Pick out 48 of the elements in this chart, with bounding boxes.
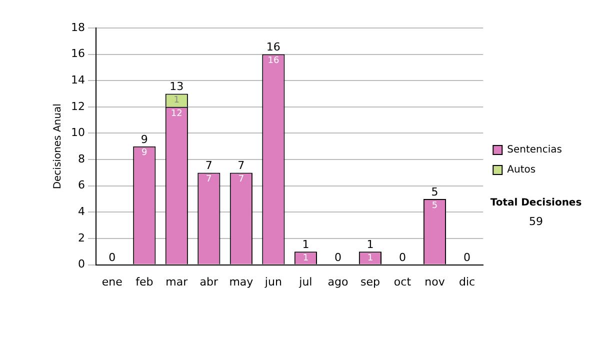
total-label: 7 [205, 159, 212, 172]
x-tick-label: ene [102, 275, 123, 288]
y-tick-label: 6 [78, 178, 85, 192]
data-label: 1 [367, 253, 374, 264]
data-label: 5 [432, 200, 438, 211]
text: 59 [529, 214, 543, 228]
y-tick-label: 8 [78, 152, 85, 166]
total-label: 0 [108, 251, 116, 264]
x-tick-label: oct [394, 275, 412, 288]
x-tick-label: dic [458, 275, 476, 288]
y-tick-label: 10 [70, 126, 85, 140]
total-label: 0 [398, 251, 406, 264]
x-tick-label: sep [360, 275, 380, 288]
data-label: 1 [302, 253, 309, 264]
y-tick-label: 12 [70, 100, 85, 113]
text: Total Decisiones [490, 198, 582, 209]
x-tick-label: ago [328, 275, 348, 288]
data-label: 12 [170, 108, 182, 119]
total-label: 1 [302, 238, 310, 252]
y-axis-title: Decisiones Anual [52, 104, 64, 190]
x-tick-label: nov [424, 275, 446, 288]
total-label: 16 [266, 40, 280, 54]
data-label: 1 [174, 96, 180, 106]
y-tick-label: 2 [78, 231, 85, 244]
x-tick-label: jun [264, 275, 282, 288]
total-label: 13 [170, 80, 184, 94]
y-tick-label: 18 [70, 20, 85, 34]
x-tick-label: feb [136, 275, 154, 288]
total-label: 7 [238, 159, 245, 172]
x-tick-label: mar [166, 275, 188, 288]
total-label: 9 [140, 132, 148, 146]
data-label: 7 [206, 174, 212, 185]
data-label: 16 [268, 56, 280, 66]
total-label: 5 [431, 185, 438, 198]
legend-label: Sentencias [507, 144, 562, 156]
total-label: 1 [366, 238, 374, 252]
x-tick-label: may [229, 275, 254, 288]
legend-label: Autos [507, 164, 536, 176]
x-tick-label: abr [200, 275, 219, 288]
y-tick-label: 4 [78, 205, 85, 218]
total-label: 0 [464, 251, 471, 264]
total-label: 0 [334, 251, 342, 264]
y-tick-label: 14 [70, 73, 85, 86]
data-label: 7 [238, 174, 244, 185]
x-tick-label: jul [298, 275, 312, 288]
y-tick-label: 16 [70, 47, 85, 60]
data-label: 9 [142, 148, 148, 158]
y-tick-label: 0 [78, 258, 85, 271]
